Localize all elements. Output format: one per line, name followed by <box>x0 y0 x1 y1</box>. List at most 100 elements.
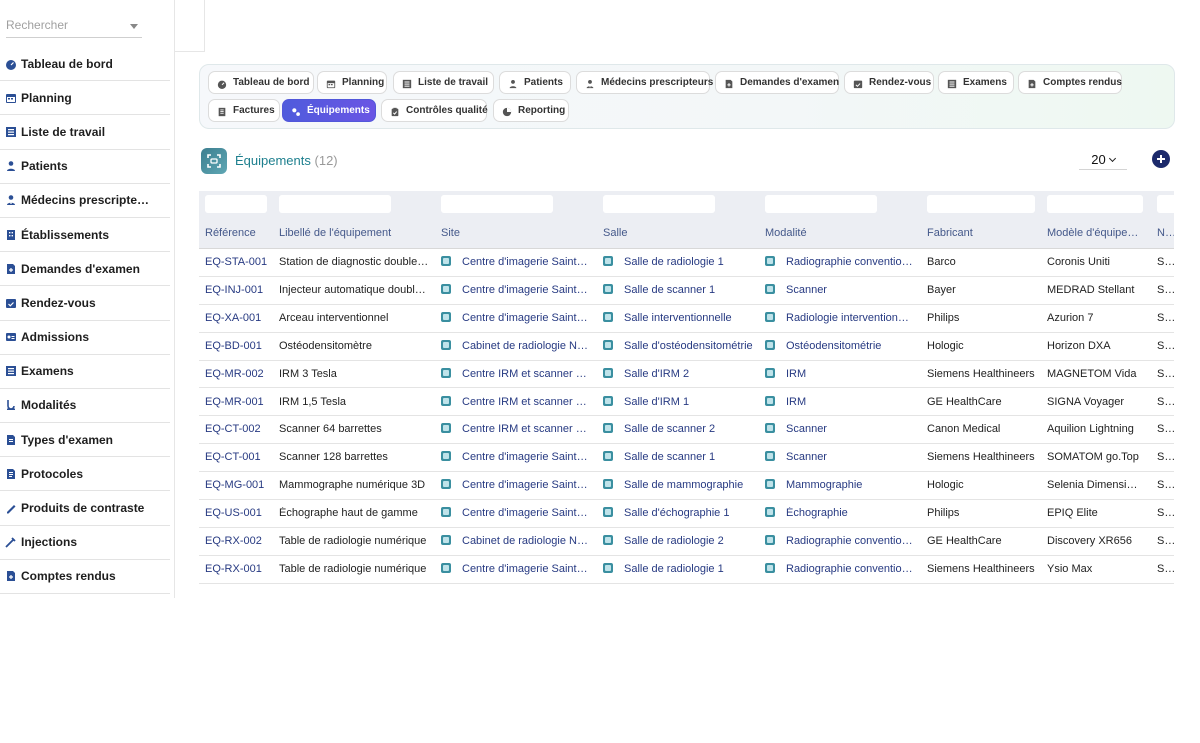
sidebar-item[interactable]: Demandes d'examen <box>0 252 170 287</box>
equipment-reference-link[interactable]: EQ-MG-001 <box>205 479 265 492</box>
sidebar-item[interactable]: Protocoles <box>0 457 170 492</box>
table-link-cell[interactable]: Centre d'imagerie Saint-Michel <box>441 451 591 463</box>
sidebar-item[interactable]: Produits de contraste <box>0 491 170 526</box>
table-link-cell[interactable]: Centre IRM et scanner Est <box>441 395 591 408</box>
sidebar-item[interactable]: Tableau de bord <box>0 47 170 82</box>
tab[interactable]: Planning <box>317 71 387 94</box>
sidebar-item[interactable]: Modalités <box>0 389 170 424</box>
table-row[interactable]: EQ-CT-001 Scanner 128 barrettes Centre d'i… <box>199 444 1174 473</box>
table-link-cell[interactable]: Mammographie <box>765 479 915 491</box>
table-link-cell[interactable]: Cabinet de radiologie Nord <box>441 535 591 547</box>
tab[interactable]: Équipements <box>282 99 376 122</box>
sidebar-item[interactable]: Patients <box>0 150 170 184</box>
table-link-cell[interactable]: IRM <box>765 395 915 408</box>
column-header[interactable]: Fabricant <box>927 227 973 239</box>
table-row[interactable]: EQ-RX-002 Table de radiologie numérique Ca… <box>199 528 1174 556</box>
table-row[interactable]: EQ-XA-001 Arceau interventionnel Centre d'… <box>199 305 1174 333</box>
table-link-cell[interactable]: Ostéodensitométrie <box>765 339 915 352</box>
table-link-cell[interactable]: Cabinet de radiologie Nord <box>441 339 591 352</box>
table-link-cell[interactable]: Salle d'ostéodensitométrie <box>603 339 753 352</box>
tab[interactable]: Reporting <box>493 99 569 122</box>
equipment-reference-link[interactable]: EQ-RX-001 <box>205 562 262 575</box>
table-link-cell[interactable]: Salle de scanner 1 <box>603 283 753 296</box>
table-link-cell[interactable]: IRM <box>765 367 915 380</box>
table-row[interactable]: EQ-RX-001 Table de radiologie numérique Ce… <box>199 556 1174 584</box>
sidebar-item[interactable]: Injections <box>0 526 170 560</box>
equipment-reference-link[interactable]: EQ-US-001 <box>205 507 262 520</box>
column-filter-input[interactable] <box>1047 195 1143 213</box>
column-header[interactable]: Salle <box>603 227 628 239</box>
equipment-reference-link[interactable]: EQ-RX-002 <box>205 535 262 547</box>
table-link-cell[interactable]: Centre IRM et scanner Est <box>441 423 591 435</box>
column-filter-input[interactable] <box>765 195 877 213</box>
column-filter-input[interactable] <box>603 195 715 213</box>
table-link-cell[interactable]: Scanner <box>765 283 915 296</box>
table-link-cell[interactable]: Radiographie conventionnelle <box>765 562 915 575</box>
sidebar-item[interactable]: Planning <box>0 81 170 116</box>
table-row[interactable]: EQ-MG-001 Mammographe numérique 3D Centre … <box>199 472 1174 501</box>
table-link-cell[interactable]: Salle de radiologie 2 <box>603 535 753 547</box>
tab[interactable]: Demandes d'examen <box>715 71 839 94</box>
sidebar-item[interactable]: Établissements <box>0 218 170 253</box>
search-input[interactable] <box>6 14 126 36</box>
table-link-cell[interactable]: Salle de radiologie 1 <box>603 256 753 268</box>
equipment-reference-link[interactable]: EQ-MR-001 <box>205 395 264 408</box>
table-link-cell[interactable]: Centre d'imagerie Saint-Michel <box>441 311 591 324</box>
tab[interactable]: Liste de travail <box>393 71 494 94</box>
table-link-cell[interactable]: Salle interventionnelle <box>603 311 753 324</box>
tab[interactable]: Examens <box>938 71 1014 94</box>
table-link-cell[interactable]: Centre d'imagerie Saint-Michel <box>441 479 591 491</box>
column-header[interactable]: Modalité <box>765 227 807 239</box>
table-link-cell[interactable]: Salle de scanner 2 <box>603 423 753 435</box>
table-row[interactable]: EQ-INJ-001 Injecteur automatique double t… <box>199 277 1174 305</box>
table-link-cell[interactable]: Centre d'imagerie Saint-Michel <box>441 562 591 575</box>
tab[interactable]: Contrôles qualité <box>381 99 488 122</box>
column-filter-input[interactable] <box>205 195 267 213</box>
sidebar-item[interactable]: Examens <box>0 355 170 389</box>
tab[interactable]: Tableau de bord <box>208 71 314 94</box>
table-row[interactable]: EQ-MR-001 IRM 1,5 Tesla Centre IRM et scan… <box>199 389 1174 417</box>
search-field[interactable] <box>6 14 142 38</box>
table-row[interactable]: EQ-CT-002 Scanner 64 barrettes Centre IRM … <box>199 416 1174 445</box>
column-header[interactable]: Libellé de l'équipement <box>279 227 392 239</box>
table-link-cell[interactable]: Centre d'imagerie Saint-Michel <box>441 256 591 268</box>
table-link-cell[interactable]: Scanner <box>765 451 915 463</box>
table-link-cell[interactable]: Salle d'IRM 1 <box>603 395 753 408</box>
column-filter-input[interactable] <box>279 195 391 213</box>
equipment-reference-link[interactable]: EQ-MR-002 <box>205 367 264 380</box>
tab[interactable]: Rendez-vous <box>844 71 934 94</box>
table-link-cell[interactable]: Échographie <box>765 507 915 519</box>
equipment-reference-link[interactable]: EQ-XA-001 <box>205 311 262 324</box>
tab[interactable]: Factures <box>208 99 280 122</box>
add-button[interactable] <box>1152 150 1170 168</box>
page-size-select[interactable]: 20 <box>1079 150 1127 170</box>
chevron-down-icon[interactable] <box>130 24 138 29</box>
table-row[interactable]: EQ-MR-002 IRM 3 Tesla Centre IRM et scanne… <box>199 361 1174 389</box>
equipment-reference-link[interactable]: EQ-INJ-001 <box>205 283 264 296</box>
equipment-reference-link[interactable]: EQ-BD-001 <box>205 339 262 352</box>
table-row[interactable]: EQ-BD-001 Ostéodensitomètre Cabinet de rad… <box>199 333 1174 361</box>
sidebar-item[interactable]: Liste de travail <box>0 115 170 150</box>
table-link-cell[interactable]: Salle d'échographie 1 <box>603 507 753 519</box>
column-header[interactable]: Num <box>1157 227 1174 239</box>
table-link-cell[interactable]: Salle de mammographie <box>603 479 753 491</box>
table-link-cell[interactable]: Radiographie conventionnelle <box>765 535 915 547</box>
equipment-reference-link[interactable]: EQ-STA-001 <box>205 256 268 268</box>
table-link-cell[interactable]: Scanner <box>765 423 915 435</box>
column-header[interactable]: Modèle d'équipe… <box>1047 227 1139 239</box>
table-row[interactable]: EQ-STA-001 Station de diagnostic double é… <box>199 249 1174 277</box>
column-header[interactable]: Site <box>441 227 460 239</box>
table-link-cell[interactable]: Salle d'IRM 2 <box>603 367 753 380</box>
sidebar-item[interactable]: Médecins prescripte… <box>0 184 170 218</box>
table-link-cell[interactable]: Salle de scanner 1 <box>603 451 753 463</box>
tab[interactable]: Patients <box>499 71 571 94</box>
tab[interactable]: Médecins prescripteurs <box>576 71 713 94</box>
column-header[interactable]: Référence <box>205 227 256 239</box>
sidebar-item[interactable]: Types d'examen <box>0 423 170 458</box>
column-filter-input[interactable] <box>441 195 553 213</box>
sidebar-item[interactable]: Admissions <box>0 321 170 355</box>
table-row[interactable]: EQ-US-001 Échographe haut de gamme Centre … <box>199 500 1174 528</box>
tab[interactable]: Comptes rendus <box>1018 71 1122 94</box>
sidebar-item[interactable]: Rendez-vous <box>0 286 170 321</box>
equipment-reference-link[interactable]: EQ-CT-002 <box>205 423 261 436</box>
